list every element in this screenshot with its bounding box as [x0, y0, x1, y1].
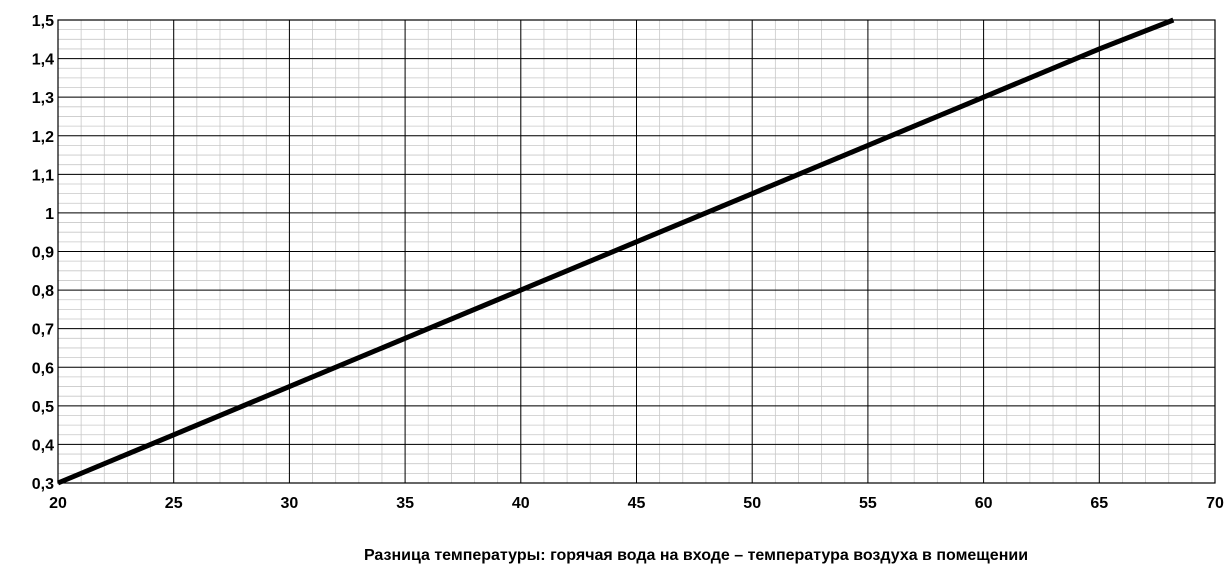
x-tick-label: 40 — [512, 495, 530, 512]
y-tick-label: 0,6 — [32, 360, 54, 377]
x-axis-title: Разница температуры: горячая вода на вхо… — [364, 547, 1028, 564]
y-tick-label: 1,2 — [32, 129, 54, 146]
y-tick-label: 1,5 — [32, 13, 54, 30]
y-tick-label: 0,8 — [32, 283, 54, 300]
x-axis-ticks: 20 25 30 35 40 45 50 55 60 65 70 — [49, 495, 1224, 512]
x-tick-label: 20 — [49, 495, 67, 512]
x-tick-label: 70 — [1206, 495, 1224, 512]
x-tick-label: 25 — [165, 495, 183, 512]
y-tick-label: 0,3 — [32, 476, 54, 493]
y-tick-label: 1 — [45, 206, 54, 223]
y-tick-label: 0,4 — [32, 437, 54, 454]
y-axis-ticks: 0,3 0,4 0,5 0,6 0,7 0,8 0,9 1 1,1 1,2 1,3 1,4 1,5 — [32, 13, 54, 493]
x-tick-label: 50 — [743, 495, 761, 512]
y-tick-label: 0,7 — [32, 322, 54, 339]
x-tick-label: 45 — [628, 495, 646, 512]
y-tick-label: 0,5 — [32, 399, 54, 416]
y-tick-label: 0,9 — [32, 245, 54, 262]
x-tick-label: 65 — [1090, 495, 1108, 512]
y-tick-label: 1,3 — [32, 90, 54, 107]
series-layer — [57, 17, 1175, 486]
y-tick-label: 1,1 — [32, 167, 54, 184]
x-tick-label: 60 — [975, 495, 993, 512]
y-tick-label: 1,4 — [32, 52, 54, 69]
x-tick-label: 30 — [281, 495, 299, 512]
series-line — [57, 17, 1175, 486]
x-tick-label: 35 — [396, 495, 414, 512]
plot-border — [57, 19, 1216, 484]
x-tick-label: 55 — [859, 495, 877, 512]
